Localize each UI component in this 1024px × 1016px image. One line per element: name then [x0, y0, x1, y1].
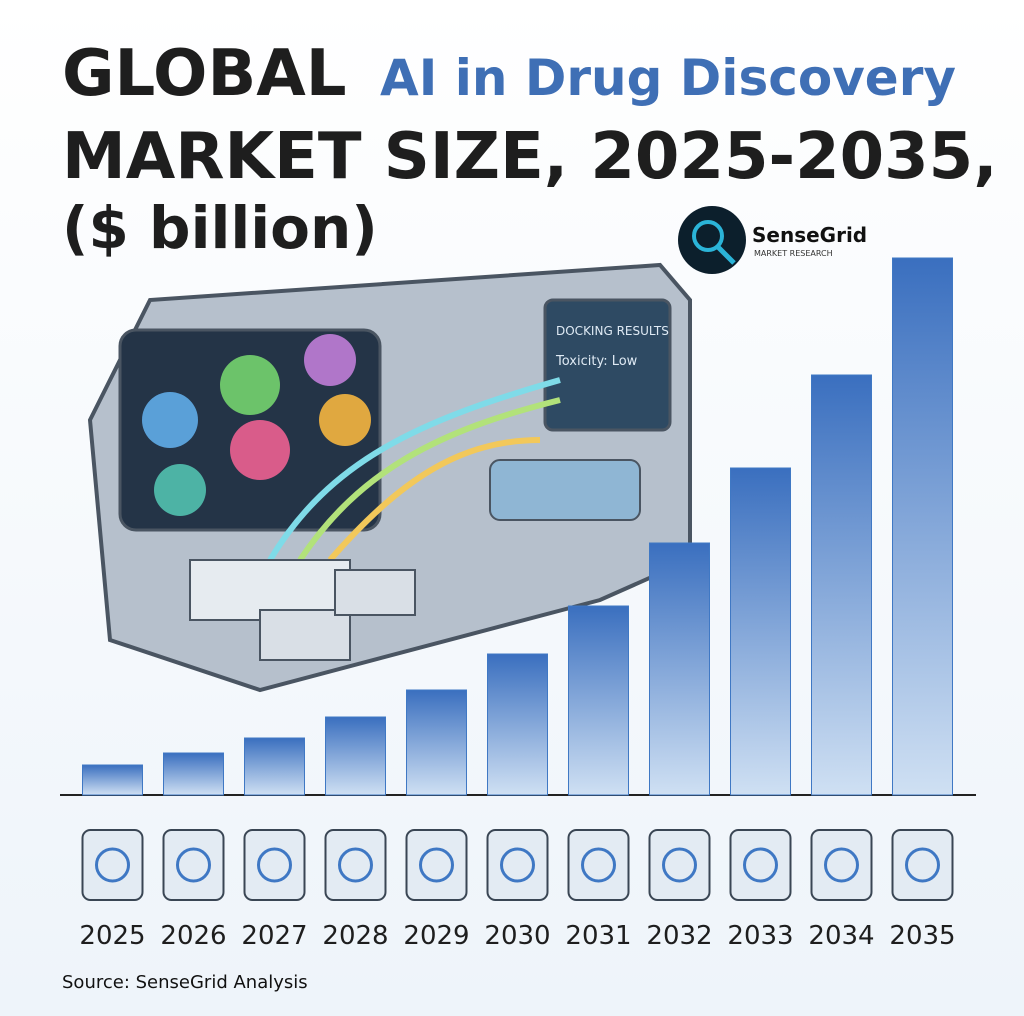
- x-tick-label: 2032: [646, 921, 712, 951]
- icon: [891, 829, 954, 901]
- icon: [581, 847, 616, 883]
- icon: [176, 847, 211, 883]
- illustration-text: Toxicity: Low: [555, 354, 638, 369]
- x-tick-label: 2031: [565, 921, 631, 951]
- bar: [649, 542, 710, 796]
- x-tick-label: 2026: [160, 921, 226, 951]
- bar: [82, 764, 143, 796]
- icon: [743, 847, 778, 883]
- icon: [324, 829, 387, 901]
- icon: [95, 847, 130, 883]
- title-part: AI in Drug Discovery: [380, 49, 956, 107]
- icon: [257, 847, 292, 883]
- icons: [81, 829, 954, 901]
- x-tick-label: 2035: [889, 921, 955, 951]
- logo-tagline: MARKET RESEARCH: [754, 249, 833, 258]
- illustration-text: DOCKING RESULTS: [556, 324, 669, 338]
- icon: [419, 847, 454, 883]
- logo-name: SenseGrid: [752, 223, 867, 247]
- icon: [567, 829, 630, 901]
- icon: [162, 829, 225, 901]
- x-tick-label: 2030: [484, 921, 550, 951]
- bar: [892, 257, 953, 796]
- icon: [81, 829, 144, 901]
- icon: [243, 829, 306, 901]
- icon: [405, 829, 468, 901]
- x-tick-label: 2034: [808, 921, 874, 951]
- icon: [729, 829, 792, 901]
- x-tick-label: 2029: [403, 921, 469, 951]
- icon: [648, 829, 711, 901]
- x-tick-label: 2027: [241, 921, 307, 951]
- icon: [338, 847, 373, 883]
- icon: [486, 829, 549, 901]
- source: Source: SenseGrid Analysis: [62, 972, 308, 993]
- bar: [406, 689, 467, 796]
- bar: [325, 716, 386, 796]
- title-part: MARKET SIZE, 2025-2035,: [62, 120, 998, 194]
- bar: [811, 374, 872, 796]
- bar: [163, 752, 224, 796]
- icon: [905, 847, 940, 883]
- bar: [487, 653, 548, 796]
- icon: [662, 847, 697, 883]
- icon: [810, 829, 873, 901]
- icon: [824, 847, 859, 883]
- bar: [730, 467, 791, 796]
- x-tick-label: 2033: [727, 921, 793, 951]
- logo: SenseGrid MARKET RESEARCH: [678, 206, 867, 274]
- bar: [568, 605, 629, 796]
- title-part: ($ billion): [62, 194, 378, 262]
- icon: [500, 847, 535, 883]
- bar: [244, 737, 305, 796]
- x-tick-label: 2025: [79, 921, 145, 951]
- x-tick-label: 2028: [322, 921, 388, 951]
- title-part: GLOBAL: [62, 37, 347, 111]
